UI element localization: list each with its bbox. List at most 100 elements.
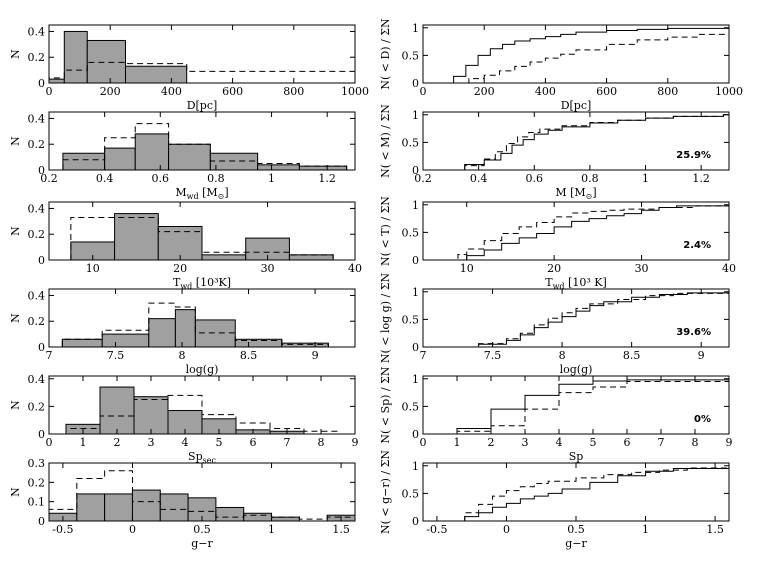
series-line-solid	[441, 27, 729, 83]
x-tick-label: 1.2	[692, 172, 710, 185]
bar	[201, 254, 247, 260]
x-tick-label: 6	[250, 436, 257, 449]
x-tick-label: 8	[692, 436, 699, 449]
bar	[271, 516, 300, 521]
axes-frame	[422, 288, 730, 348]
y-tick-label: 0	[38, 77, 45, 90]
bar	[148, 318, 176, 347]
bar	[125, 65, 188, 83]
x-tick-label: 600	[222, 85, 243, 98]
series-line-dashed	[447, 33, 729, 83]
bar	[257, 164, 300, 170]
plot-area	[456, 378, 729, 434]
series-line-solid	[450, 465, 729, 521]
series-line-dashed	[65, 394, 339, 434]
bar	[131, 489, 161, 521]
y-tick-label: 0	[412, 77, 419, 90]
y-tick-label: 0	[412, 428, 419, 441]
x-tick-label: 1000	[341, 85, 369, 98]
panel-cdf-logg: 39.6% 7 7.5 8 8.5 9 0 0.5 1 log(g) N( < log g) / Σ…	[379, 273, 730, 376]
y-axis-label: N	[9, 49, 22, 59]
bar	[215, 506, 245, 521]
x-tick-label: 30	[261, 262, 275, 275]
axes-frame	[48, 24, 356, 84]
bar	[194, 319, 236, 347]
x-tick-label: 0	[503, 523, 510, 536]
y-tick-label: 0.2	[28, 315, 46, 328]
x-axis-label: Mwd​ [M⊙​]	[175, 186, 228, 201]
x-tick-label: 1	[642, 172, 649, 185]
y-tick-label: 0.4	[28, 112, 46, 125]
series-line-dashed	[450, 291, 729, 347]
x-tick-label: 400	[161, 85, 182, 98]
x-tick-label: 9	[352, 436, 359, 449]
y-axis-label: N( < M) / ΣN	[379, 104, 392, 178]
plot-area	[450, 291, 729, 347]
x-tick-label: 1000	[715, 85, 743, 98]
bar	[86, 39, 126, 83]
y-tick-label: 0.5	[402, 313, 420, 326]
y-axis-label: N	[9, 487, 22, 497]
x-tick-label: 1.5	[706, 523, 724, 536]
x-tick-label: 8	[559, 349, 566, 362]
x-tick-label: 4	[556, 436, 563, 449]
x-tick-label: 1.5	[332, 523, 350, 536]
x-tick-label: 9	[698, 349, 705, 362]
x-tick-label: 2	[488, 436, 495, 449]
plot-area	[441, 27, 729, 83]
series-line-dashed	[449, 204, 729, 260]
x-tick-label: 0	[420, 436, 427, 449]
y-axis-label: N( < log g) / ΣN	[379, 273, 392, 364]
plot-area	[65, 386, 339, 434]
x-tick-label: 7.5	[484, 349, 502, 362]
y-tick-label: 0	[412, 515, 419, 528]
plot-area	[70, 213, 334, 260]
x-axis-label: D[pc]	[187, 99, 218, 112]
panel-hist-gr: -0.5 0 0.5 1 1.5 0 0.1 0.2 0.3 g−r N	[9, 457, 356, 550]
x-tick-label: 0.8	[581, 172, 599, 185]
y-tick-label: 0	[38, 341, 45, 354]
x-tick-label: 10	[460, 262, 474, 275]
y-tick-label: 0.5	[402, 136, 420, 149]
x-axis-label: log(g)	[560, 363, 593, 376]
y-axis-label: N	[9, 313, 22, 323]
percent-annotation: 2.4%	[683, 240, 711, 251]
bar	[159, 493, 189, 521]
bar	[62, 152, 106, 170]
x-axis-label: g−r	[191, 537, 213, 550]
x-tick-label: 8.5	[623, 349, 641, 362]
plot-area	[62, 123, 348, 170]
bar	[104, 493, 133, 521]
y-axis-label: N	[9, 136, 22, 146]
x-tick-label: 20	[173, 262, 187, 275]
x-tick-label: 8	[318, 436, 325, 449]
y-axis-label: N( < T) / ΣN	[379, 196, 392, 266]
bar	[61, 338, 103, 347]
x-tick-label: 7	[46, 349, 53, 362]
x-tick-label: 0	[46, 436, 53, 449]
x-tick-label: 800	[657, 85, 678, 98]
bar	[243, 512, 273, 521]
y-tick-label: 0.2	[28, 138, 46, 151]
x-tick-label: 800	[283, 85, 304, 98]
y-axis-label: N	[9, 400, 22, 410]
bar	[99, 386, 135, 434]
y-tick-label: 0.2	[28, 476, 46, 489]
x-tick-label: 7.5	[107, 349, 125, 362]
x-tick-label: 200	[474, 85, 495, 98]
x-tick-label: 10	[86, 262, 100, 275]
y-tick-label: 0.4	[28, 289, 46, 302]
x-tick-label: 2	[114, 436, 121, 449]
bar	[114, 213, 159, 260]
x-tick-label: 9	[312, 349, 319, 362]
x-tick-label: 5	[216, 436, 223, 449]
percent-annotation: 39.6%	[676, 327, 711, 338]
x-tick-label: 20	[547, 262, 561, 275]
x-tick-label: 1	[80, 436, 87, 449]
x-tick-label: 1.2	[318, 172, 336, 185]
x-axis-label: g−r	[565, 537, 587, 550]
panel-cdf-D: 0 200 400 600 800 1000 0 0.5 1 D[pc] N( < D) / ΣN	[379, 18, 743, 112]
series-line-solid	[439, 114, 729, 170]
x-tick-label: 1	[642, 523, 649, 536]
